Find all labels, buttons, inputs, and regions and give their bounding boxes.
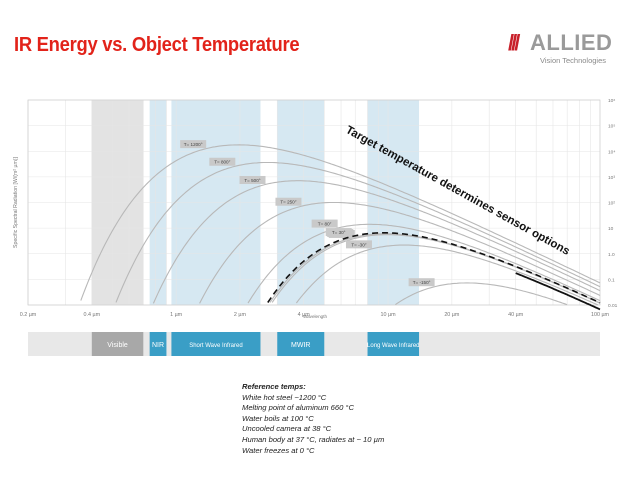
curve-label-box <box>180 140 207 149</box>
band-bar <box>367 332 420 356</box>
x-tick-label: 40 µm <box>508 312 524 318</box>
curve-label-box <box>325 228 352 237</box>
allied-logo: /// ALLIED Vision Technologies <box>508 30 628 72</box>
y-tick-label: 10⁴ <box>608 149 615 155</box>
curve-label-box <box>209 157 236 166</box>
band-label: Short Wave Infrared <box>189 343 242 349</box>
x-tick-label: 2 µm <box>234 312 247 318</box>
band-label: Long Wave Infrared <box>367 343 419 349</box>
curve-label-box <box>311 219 338 228</box>
x-tick-label: 20 µm <box>444 312 460 318</box>
x-tick-label: 4 µm <box>298 312 311 318</box>
curve-label: T= 30° <box>332 230 346 235</box>
curve-label: T= 500° <box>244 178 260 183</box>
curve-line <box>247 223 601 304</box>
reference-line: Water boils at 100 °C <box>242 413 314 423</box>
band-label: Visible <box>107 342 128 349</box>
x-tick-label: 1 µm <box>170 312 183 318</box>
curve-label: T= -150° <box>413 280 431 285</box>
reference-heading: Reference temps: <box>242 382 306 391</box>
x-tick-label: 0.2 µm <box>20 312 37 318</box>
y-tick-label: 0.01 <box>608 303 618 309</box>
band-bar <box>149 332 167 356</box>
curve-label-box <box>345 240 372 249</box>
band-bar <box>277 332 325 356</box>
reference-line: Melting point of aluminum 660 °C <box>242 403 354 413</box>
reference-temps: Reference temps: White hot steel ~1200 °… <box>242 382 384 456</box>
y-tick-label: 10² <box>608 201 615 207</box>
curve-label: T= 80° <box>318 222 332 227</box>
curve-line <box>267 232 601 304</box>
band-label: NIR <box>152 342 164 349</box>
curve-line <box>295 244 599 306</box>
band-label: MWIR <box>291 342 310 349</box>
x-tick-label: 0.4 µm <box>84 312 101 318</box>
curve-line <box>395 282 568 306</box>
plot-frame <box>27 99 601 306</box>
reference-line: Uncooled camera at 38 °C <box>242 424 332 434</box>
curve-label: T= -30° <box>351 242 366 247</box>
logo-brand: ALLIED <box>530 30 613 55</box>
y-tick-label: 0.1 <box>608 277 615 283</box>
y-tick-label: 10 <box>608 226 614 232</box>
curve-label-box <box>275 197 302 206</box>
curve-label: T= 800° <box>214 160 230 165</box>
band-bar <box>91 332 144 356</box>
curve-line <box>152 180 601 304</box>
y-tick-label: 1.0 <box>608 252 615 258</box>
y-tick-label: 10⁶ <box>608 98 615 104</box>
y-tick-label: 10³ <box>608 175 615 181</box>
curve-line <box>115 161 601 303</box>
x-axis-label: Wavelength <box>303 314 328 319</box>
x-tick-label: 10 µm <box>381 312 397 318</box>
reference-line: Human body at 37 °C, radiates at ~ 10 µm <box>242 434 385 444</box>
y-axis-label: Specific Spectral Radiation [W/(m² µm)] <box>13 156 19 247</box>
y-tick-label: 10⁵ <box>608 124 615 130</box>
curve-label-box <box>408 278 435 287</box>
reference-line: White hot steel ~1200 °C <box>242 392 327 402</box>
highlight-line <box>515 272 601 311</box>
curve-label-box <box>239 175 266 184</box>
band-bar <box>171 332 261 356</box>
curve-label: T= 1200° <box>184 142 203 147</box>
page-title: IR Energy vs. Object Temperature <box>14 34 300 56</box>
curve-line <box>199 201 601 304</box>
reference-line: Water freezes at 0 °C <box>242 445 315 455</box>
curve-label: T= 250° <box>280 200 296 205</box>
curve-line <box>80 144 601 301</box>
logo-tagline: Vision Technologies <box>540 56 607 65</box>
x-tick-label: 100 µm <box>591 312 610 318</box>
